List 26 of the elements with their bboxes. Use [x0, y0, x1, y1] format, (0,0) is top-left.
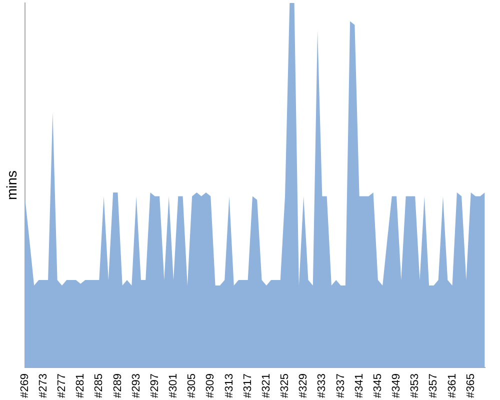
x-tick-label: #313: [223, 374, 236, 398]
x-tick-label: #341: [353, 374, 366, 398]
x-tick-label: #317: [242, 374, 254, 398]
x-tick-label: #277: [56, 374, 68, 398]
x-tick-label: #273: [37, 374, 50, 398]
x-tick-label: #305: [186, 374, 198, 398]
x-tick-label: #365: [464, 374, 477, 398]
x-tick-label: #357: [428, 374, 440, 398]
x-tick-label: #289: [112, 374, 124, 398]
x-tick-label: #285: [93, 374, 106, 398]
x-tick-label: #301: [168, 374, 180, 398]
x-tick-label: #269: [18, 374, 31, 398]
x-tick-label: #281: [74, 374, 87, 398]
x-tick-label: #361: [446, 374, 458, 398]
x-tick-label: #309: [204, 374, 217, 398]
x-tick-label: #297: [148, 374, 161, 398]
x-tick-label: #353: [409, 374, 422, 398]
x-tick-label: #329: [298, 374, 310, 398]
x-tick-label: #325: [279, 374, 292, 398]
x-tick-label: #345: [372, 374, 384, 398]
x-tick-label: #293: [130, 374, 142, 398]
x-tick-label: #321: [260, 374, 272, 398]
y-axis-title: mins: [3, 170, 20, 200]
x-tick-label: #349: [390, 374, 403, 398]
x-tick-label: #337: [334, 374, 347, 398]
x-tick-label: #333: [316, 374, 328, 398]
